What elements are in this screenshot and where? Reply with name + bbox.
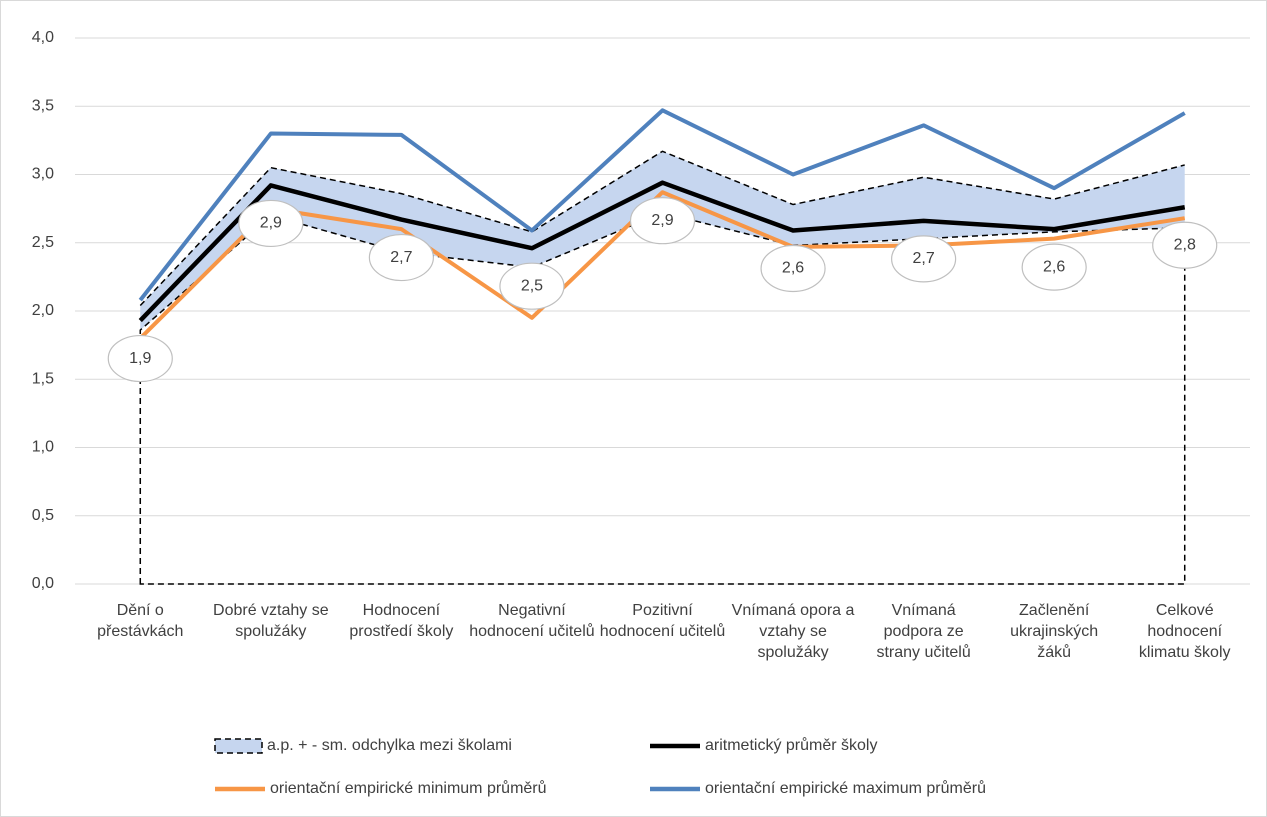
y-tick-label: 1,5 <box>32 370 54 387</box>
series-line <box>138 180 1186 323</box>
legend-label: a.p. + - sm. odchylka mezi školami <box>267 737 512 754</box>
band-lower <box>139 211 1186 585</box>
legend-swatch <box>214 738 263 754</box>
band-area <box>140 151 1185 331</box>
band-upper <box>139 150 1185 307</box>
x-tick-label: Dobré vztahy se spolužáky <box>213 602 329 640</box>
data-label: 2,9 <box>260 215 282 232</box>
y-tick-label: 0,5 <box>32 507 54 524</box>
data-label: 2,7 <box>390 249 412 266</box>
series-line <box>138 190 1186 340</box>
data-label-bubble <box>499 262 565 310</box>
data-label-bubble <box>629 197 696 245</box>
y-tick-label: 4,0 <box>32 29 54 46</box>
data-label: 2,7 <box>912 250 934 267</box>
y-tick-label: 3,0 <box>32 166 54 183</box>
x-tick-label: Hodnocení prostředí školy <box>349 602 454 640</box>
data-label-bubble <box>1152 221 1218 269</box>
x-tick-label: Pozitivní hodnocení učitelů <box>599 602 726 640</box>
y-tick-label: 2,5 <box>32 234 54 251</box>
data-label-bubble <box>368 233 434 282</box>
x-tick-label: Vnímaná podpora ze strany učitelů <box>876 602 971 661</box>
data-label-bubble <box>891 235 957 283</box>
legend-label: orientační empirické maximum průměrů <box>705 779 986 797</box>
data-label-bubble <box>238 199 304 248</box>
data-label: 1,9 <box>129 350 151 367</box>
y-tick-label: 2,0 <box>32 302 54 319</box>
y-tick-label: 1,0 <box>32 439 54 456</box>
data-label-bubble <box>1021 243 1087 291</box>
x-tick-label: Dění o přestávkách <box>97 602 184 640</box>
data-label: 2,9 <box>651 212 673 229</box>
y-tick-label: 3,5 <box>32 97 54 114</box>
data-label: 2,6 <box>1043 258 1065 275</box>
x-tick-label: Celkové hodnocení klimatu školy <box>1138 602 1231 661</box>
series-line <box>138 108 1186 302</box>
x-tick-label: Negativní hodnocení učitelů <box>469 602 595 640</box>
y-tick-label: 0,0 <box>32 575 54 592</box>
data-label-bubble <box>107 334 173 383</box>
x-tick-label: Začlenění ukrajinských žáků <box>1010 602 1099 661</box>
legend-label: aritmetický průměr školy <box>705 736 877 754</box>
legend-label: orientační empirické minimum průměrů <box>270 779 547 797</box>
data-label: 2,8 <box>1174 236 1196 253</box>
data-label: 2,6 <box>782 260 804 277</box>
x-tick-label: Vnímaná opora a vztahy se spolužáky <box>731 602 855 661</box>
data-label-bubble <box>760 244 826 293</box>
data-label: 2,5 <box>521 277 543 294</box>
